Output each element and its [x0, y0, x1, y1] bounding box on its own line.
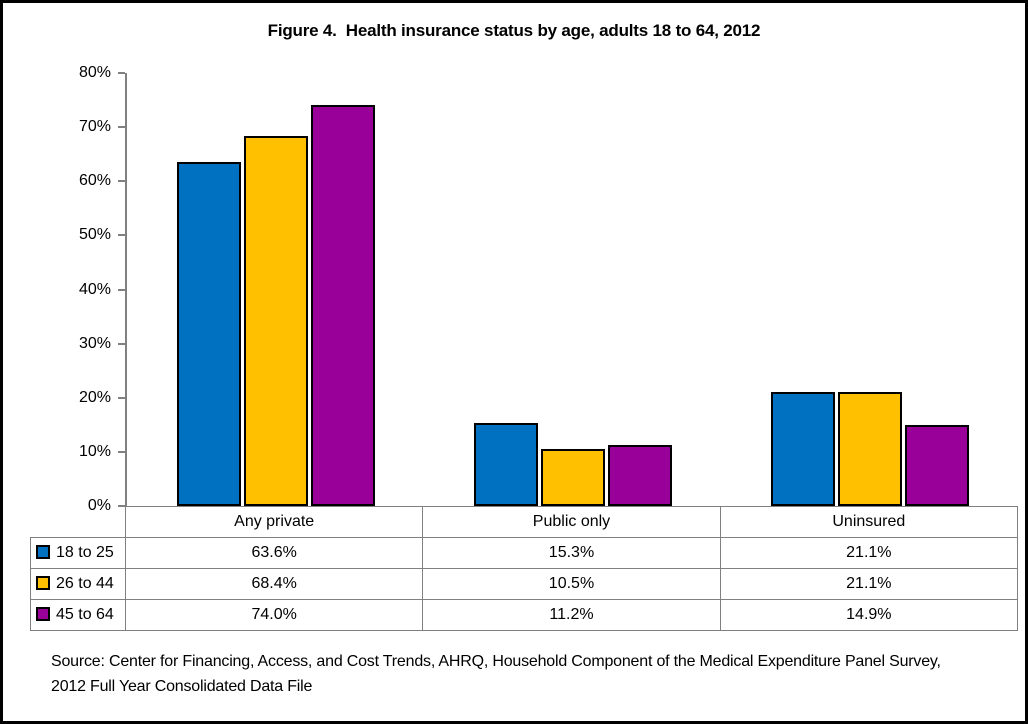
bar-45-to-64-public-only [607, 445, 672, 506]
value-cell: 11.2% [422, 599, 721, 631]
legend-cell-45-to-64: 45 to 64 [30, 599, 126, 631]
legend-label: 45 to 64 [56, 606, 114, 623]
bar-group-any-private [127, 73, 424, 506]
value-cell: 15.3% [422, 537, 721, 569]
table-corner-cell [31, 507, 126, 538]
legend-cell-26-to-44: 26 to 44 [30, 568, 126, 600]
y-tick-label: 30% [78, 334, 111, 352]
y-tick-label: 20% [78, 388, 111, 406]
value-cell: 10.5% [422, 568, 721, 600]
table-row: 26 to 44 68.4% 10.5% 21.1% [30, 568, 1019, 600]
y-tick-label: 50% [78, 226, 111, 244]
legend-swatch-icon [36, 545, 50, 559]
table-header-row: Any private Public only Uninsured [31, 506, 1019, 538]
legend-label: 18 to 25 [56, 544, 114, 561]
y-tick-mark [118, 505, 125, 507]
column-header-uninsured: Uninsured [719, 506, 1019, 538]
y-tick-mark [118, 126, 125, 129]
y-tick-label: 10% [78, 442, 111, 460]
value-cell: 14.9% [719, 599, 1019, 631]
y-tick-mark [118, 288, 125, 291]
table-row: 18 to 25 63.6% 15.3% 21.1% [30, 537, 1019, 569]
bar-26-to-44-any-private [243, 135, 308, 506]
y-tick-label: 0% [87, 497, 111, 514]
column-header-public-only: Public only [422, 506, 721, 538]
y-tick-mark [118, 180, 125, 183]
y-tick-mark [118, 342, 125, 345]
column-header-any-private: Any private [124, 506, 424, 538]
bar-26-to-44-uninsured [837, 391, 902, 506]
value-cell: 68.4% [124, 568, 424, 600]
value-cell: 63.6% [124, 537, 424, 569]
legend-label: 26 to 44 [56, 575, 114, 592]
y-tick-mark [118, 450, 125, 453]
value-cell: 21.1% [719, 537, 1019, 569]
bar-group-uninsured [721, 73, 1018, 506]
bar-18-to-25-any-private [176, 161, 241, 506]
y-tick-label: 60% [78, 172, 111, 190]
table-row: 45 to 64 74.0% 11.2% 14.9% [30, 599, 1019, 631]
figure-title: Figure 4. Health insurance status by age… [267, 21, 761, 40]
bar-45-to-64-uninsured [904, 425, 969, 506]
value-cell: 74.0% [124, 599, 424, 631]
y-tick-mark [118, 72, 125, 74]
bar-group-public-only [424, 73, 721, 506]
value-cell: 21.1% [719, 568, 1019, 600]
y-tick-label: 80% [78, 64, 111, 81]
legend-cell-18-to-25: 18 to 25 [30, 537, 126, 569]
bar-26-to-44-public-only [540, 449, 605, 506]
bar-18-to-25-public-only [473, 423, 538, 506]
plot-area: 0% 10% 20% 30% 40% 50% 60% 70% 80% [79, 64, 1018, 514]
bar-45-to-64-any-private [310, 105, 375, 506]
y-tick-mark [118, 234, 125, 237]
y-tick-label: 40% [78, 280, 111, 298]
legend-swatch-icon [36, 576, 50, 590]
legend-swatch-icon [36, 607, 50, 621]
bar-18-to-25-uninsured [770, 391, 835, 506]
data-table: Any private Public only Uninsured 18 to … [30, 506, 1019, 631]
y-tick-label: 70% [78, 118, 111, 136]
y-tick-mark [118, 396, 125, 399]
source-note: Source: Center for Financing, Access, an… [51, 653, 941, 695]
